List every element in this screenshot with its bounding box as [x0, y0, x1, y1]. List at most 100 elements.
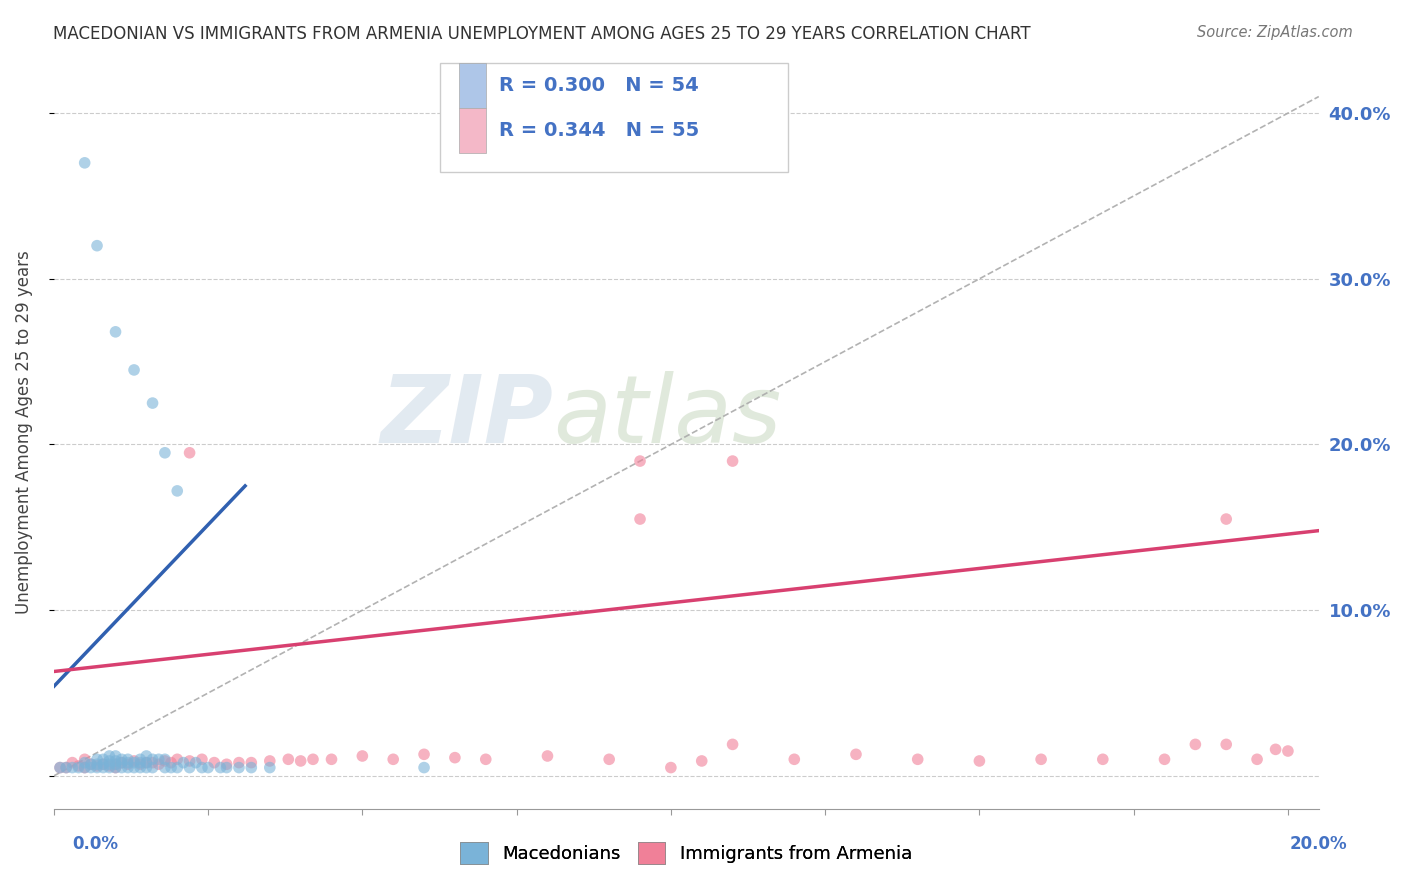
Point [413, 747, 436, 762]
Point [153, 754, 176, 768]
Text: ZIP: ZIP [381, 371, 554, 463]
Point [659, 761, 682, 775]
Point [104, 325, 127, 339]
Point [628, 454, 651, 468]
Point [1184, 738, 1206, 752]
Point [153, 752, 176, 766]
Y-axis label: Unemployment Among Ages 25 to 29 years: Unemployment Among Ages 25 to 29 years [15, 250, 32, 614]
Point [98, 757, 121, 772]
Legend: Macedonians, Immigrants from Armenia: Macedonians, Immigrants from Armenia [453, 835, 920, 871]
Bar [458, 62, 486, 108]
Text: atlas: atlas [554, 371, 782, 462]
Point [191, 761, 214, 775]
Point [179, 761, 201, 775]
Point [86, 752, 108, 766]
Point [98, 759, 121, 773]
Point [1091, 752, 1114, 766]
Text: 0.0%: 0.0% [73, 835, 118, 853]
Point [148, 752, 170, 766]
Point [129, 761, 152, 775]
Point [721, 454, 744, 468]
Point [209, 761, 232, 775]
Point [228, 761, 250, 775]
Point [240, 756, 263, 770]
Text: 20.0%: 20.0% [1291, 835, 1347, 853]
Point [67, 761, 90, 775]
Point [129, 757, 152, 772]
Point [191, 752, 214, 766]
Point [321, 752, 343, 766]
Point [67, 759, 90, 773]
Point [215, 757, 238, 772]
Point [80, 757, 103, 772]
Point [49, 761, 72, 775]
Point [129, 752, 152, 766]
Point [111, 752, 134, 766]
Point [142, 756, 165, 770]
Point [117, 761, 139, 775]
Point [86, 759, 108, 773]
Point [1215, 738, 1237, 752]
Point [202, 756, 225, 770]
Point [73, 752, 96, 766]
Point [1029, 752, 1052, 766]
Point [228, 756, 250, 770]
Point [142, 752, 165, 766]
Point [598, 752, 620, 766]
Point [783, 752, 806, 766]
Point [1153, 752, 1175, 766]
Point [122, 363, 145, 377]
Point [104, 761, 127, 775]
Point [142, 761, 165, 775]
Point [80, 757, 103, 772]
Point [60, 761, 83, 775]
Text: R = 0.300   N = 54: R = 0.300 N = 54 [499, 76, 699, 95]
Point [60, 756, 83, 770]
Point [91, 757, 114, 772]
Point [1246, 752, 1268, 766]
Point [160, 761, 183, 775]
Point [179, 754, 201, 768]
Point [73, 756, 96, 770]
Point [86, 757, 108, 772]
Point [55, 761, 77, 775]
Point [382, 752, 405, 766]
Text: MACEDONIAN VS IMMIGRANTS FROM ARMENIA UNEMPLOYMENT AMONG AGES 25 TO 29 YEARS COR: MACEDONIAN VS IMMIGRANTS FROM ARMENIA UN… [53, 25, 1031, 43]
Point [73, 761, 96, 775]
Point [197, 761, 219, 775]
Point [413, 761, 436, 775]
Point [536, 749, 558, 764]
Point [135, 749, 157, 764]
Point [104, 757, 127, 772]
Point [166, 483, 188, 498]
Point [91, 761, 114, 775]
Point [98, 761, 121, 775]
Point [104, 749, 127, 764]
Point [80, 761, 103, 775]
Point [153, 446, 176, 460]
Point [215, 761, 238, 775]
Point [86, 238, 108, 252]
Point [111, 756, 134, 770]
Point [91, 757, 114, 772]
Point [179, 446, 201, 460]
Point [444, 750, 467, 764]
Point [104, 761, 127, 775]
Text: Source: ZipAtlas.com: Source: ZipAtlas.com [1197, 25, 1353, 40]
Point [98, 754, 121, 768]
Point [259, 761, 281, 775]
Point [122, 756, 145, 770]
Point [135, 756, 157, 770]
Point [117, 756, 139, 770]
Point [474, 752, 496, 766]
FancyBboxPatch shape [440, 62, 787, 172]
Point [1277, 744, 1299, 758]
Point [122, 754, 145, 768]
Point [160, 756, 183, 770]
Point [55, 761, 77, 775]
Point [172, 756, 194, 770]
Point [721, 738, 744, 752]
Point [117, 757, 139, 772]
Point [690, 754, 713, 768]
Point [73, 156, 96, 170]
